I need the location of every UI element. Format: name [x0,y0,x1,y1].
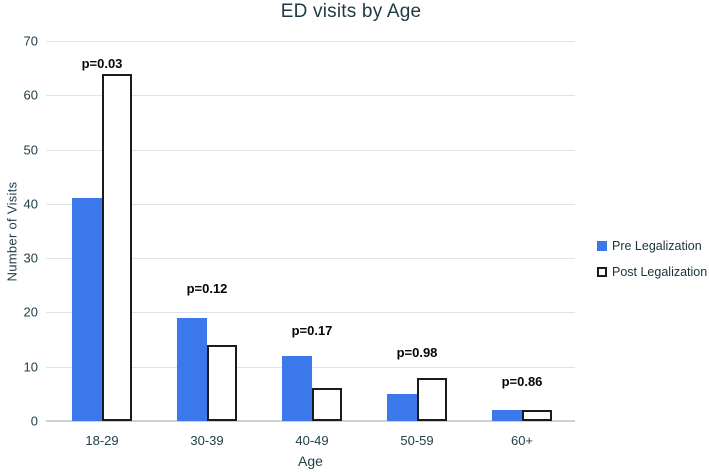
x-axis-title: Age [298,453,323,469]
bar-post-40-49 [312,388,342,421]
p-value-label: p=0.03 [81,55,123,71]
legend-item-pre-legalization: Pre Legalization [597,239,707,253]
legend-swatch-icon [597,241,607,251]
legend: Pre Legalization Post Legalization [597,239,707,291]
y-tick-label: 0 [30,413,38,429]
legend-swatch-icon [597,267,607,277]
bar-pre-18-29 [72,198,102,421]
gridline [46,149,575,151]
p-value-label: p=0.12 [186,280,228,296]
p-value-label: p=0.98 [396,344,438,360]
bar-post-60+ [522,410,552,421]
legend-label: Post Legalization [612,265,708,279]
legend-label: Pre Legalization [612,239,702,253]
y-tick-label: 70 [23,33,38,49]
gridline [46,203,575,205]
bar-pre-60+ [492,410,522,421]
legend-item-post-legalization: Post Legalization [597,265,707,279]
x-tick-label: 60+ [510,433,534,448]
bar-post-50-59 [417,377,447,421]
x-tick-label: 30-39 [190,433,224,448]
chart-title: ED visits by Age [280,1,422,22]
x-tick-label: 40-49 [295,433,329,448]
plot-area: p=0.03 p=0.12 p=0.17 p=0.98 p=0.86 [46,41,575,422]
bar-pre-30-39 [177,317,207,421]
gridline [46,95,575,97]
bar-post-18-29 [102,73,132,421]
p-value-label: p=0.86 [501,374,543,390]
bar-pre-50-59 [387,393,417,421]
x-axis-line [46,420,575,422]
bar-post-30-39 [207,345,237,421]
x-tick-label: 50-59 [400,433,434,448]
x-tick-label: 18-29 [85,433,119,448]
gridline [46,258,575,260]
gridline [46,41,575,42]
y-tick-label: 10 [23,359,38,375]
p-value-label: p=0.17 [291,322,333,338]
y-axis-title: Number of Visits [4,181,20,282]
bar-pre-40-49 [282,355,312,421]
y-tick-label: 60 [23,87,38,103]
gridline [46,312,575,314]
